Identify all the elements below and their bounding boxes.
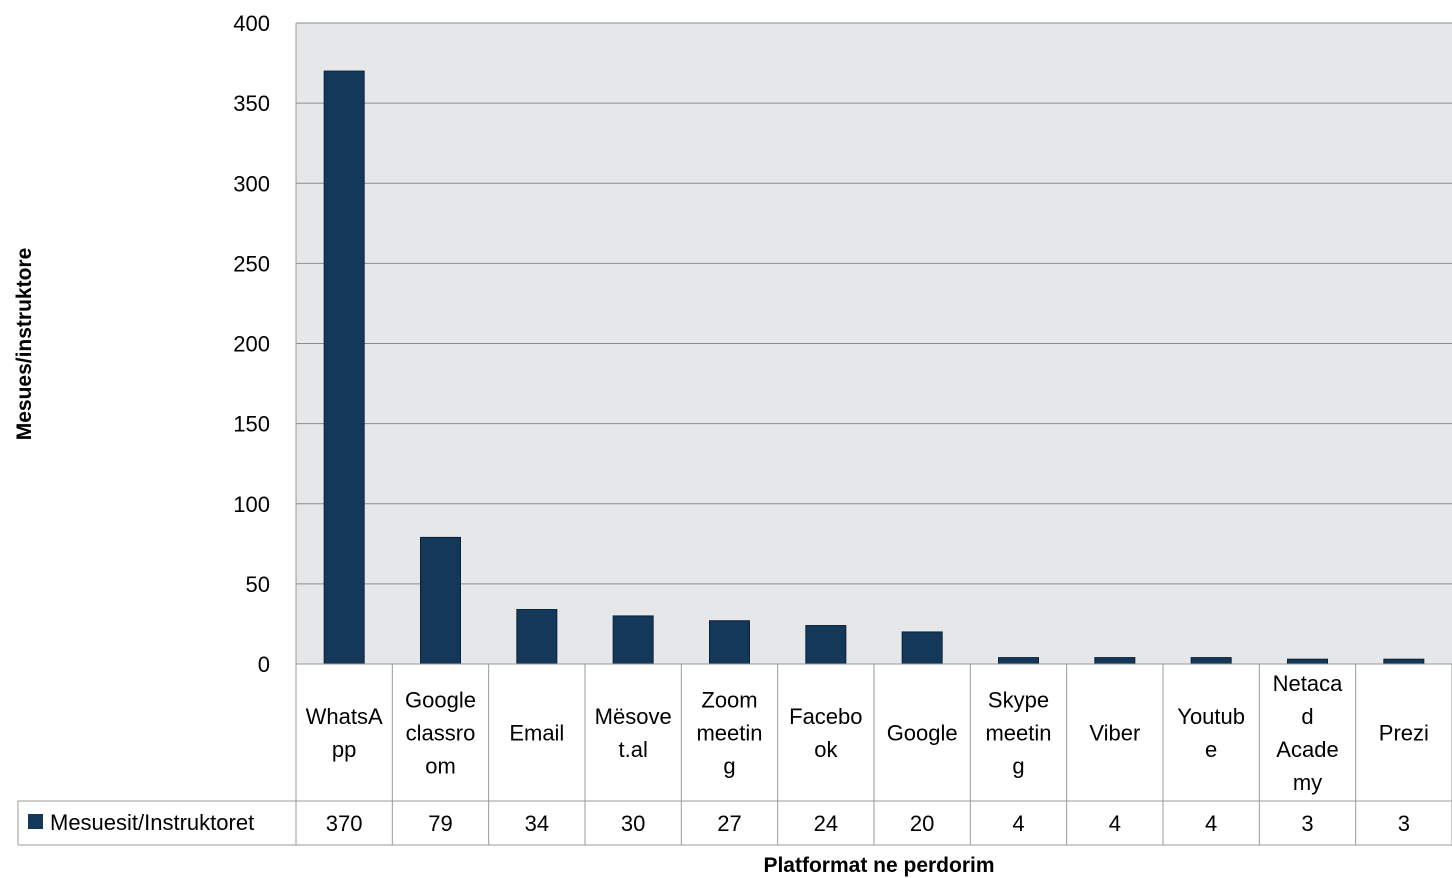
y-axis-ticks: 0 50 100 150 200 250 300 350 400 xyxy=(233,11,270,677)
x-category-label: Netaca d Acade my xyxy=(1273,671,1343,795)
x-category-label-line: Viber xyxy=(1089,721,1140,746)
y-axis-title: Mesues/instruktore xyxy=(13,248,36,441)
x-category-label-line: classro xyxy=(406,721,476,746)
bar xyxy=(1287,658,1328,665)
data-label: 4 xyxy=(1012,811,1024,836)
x-category-label: Email xyxy=(509,721,564,746)
x-category-label-line: meetin xyxy=(985,721,1051,746)
x-category-label-line: my xyxy=(1293,770,1322,795)
x-category-label-line: g xyxy=(723,754,735,779)
y-tick-label: 250 xyxy=(233,251,270,276)
x-category-label: Skype meetin g xyxy=(985,688,1051,779)
x-category-label: Mësove t.al xyxy=(595,704,672,762)
x-category-label-line: d xyxy=(1301,704,1313,729)
x-category-label-line: e xyxy=(1205,737,1217,762)
x-category-label-line: g xyxy=(1012,754,1024,779)
bar xyxy=(1383,658,1425,665)
data-label: 4 xyxy=(1109,811,1121,836)
data-label: 27 xyxy=(717,811,741,836)
x-category-label: Google classro om xyxy=(405,688,476,779)
legend-swatch xyxy=(28,814,43,829)
x-category-label-line: t.al xyxy=(618,737,647,762)
y-tick-label: 300 xyxy=(233,171,270,196)
data-label: 4 xyxy=(1205,811,1217,836)
x-category-label-line: Acade xyxy=(1276,737,1338,762)
data-label: 34 xyxy=(525,811,549,836)
x-category-label: Viber xyxy=(1089,721,1140,746)
x-category-label: Prezi xyxy=(1379,721,1429,746)
bar xyxy=(998,657,1039,665)
bar xyxy=(612,615,654,665)
x-category-label: Google xyxy=(887,721,958,746)
x-category-label-line: WhatsA xyxy=(306,704,383,729)
x-category-label-line: Google xyxy=(405,688,476,713)
bar xyxy=(420,536,461,665)
x-category-label: WhatsA pp xyxy=(306,704,383,762)
x-category-label-line: Email xyxy=(509,721,564,746)
data-table: WhatsA pp Google classro om Email Mësove t.al Zo… xyxy=(17,23,1452,846)
x-category-label-line: Skype xyxy=(988,688,1049,713)
bars xyxy=(323,70,1425,665)
data-label: 370 xyxy=(326,811,363,836)
data-label: 24 xyxy=(814,811,838,836)
x-category-label-line: Prezi xyxy=(1379,721,1429,746)
data-label: 79 xyxy=(428,811,452,836)
bar xyxy=(1190,657,1232,665)
x-category-label-line: Zoom xyxy=(701,688,757,713)
y-tick-label: 0 xyxy=(258,652,270,677)
y-tick-label: 400 xyxy=(233,11,270,36)
x-category-label-line: Google xyxy=(887,721,958,746)
x-category-label: Youtub e xyxy=(1177,704,1245,762)
bar xyxy=(901,631,943,665)
x-category-label-line: Mësove xyxy=(595,704,672,729)
x-category-label-line: Netaca xyxy=(1273,671,1343,696)
x-category-label-line: Youtub xyxy=(1177,704,1245,729)
x-category-label-line: Facebo xyxy=(789,704,862,729)
y-tick-label: 100 xyxy=(233,492,270,517)
x-category-label-line: meetin xyxy=(696,721,762,746)
x-category-label: Zoom meetin g xyxy=(696,688,762,779)
y-tick-label: 150 xyxy=(233,412,270,437)
x-category-label-line: om xyxy=(425,754,456,779)
legend-series-name: Mesuesit/Instruktoret xyxy=(50,810,254,835)
x-category-label-line: ok xyxy=(814,737,838,762)
data-label: 20 xyxy=(910,811,934,836)
data-label: 30 xyxy=(621,811,645,836)
y-tick-label: 50 xyxy=(246,572,270,597)
x-category-label-line: pp xyxy=(332,737,356,762)
bar xyxy=(709,620,750,665)
y-tick-label: 350 xyxy=(233,91,270,116)
bar xyxy=(323,70,365,665)
bar xyxy=(1094,657,1136,665)
y-tick-label: 200 xyxy=(233,332,270,357)
data-label: 3 xyxy=(1398,811,1410,836)
x-category-label: Facebo ok xyxy=(789,704,862,762)
data-label: 3 xyxy=(1301,811,1313,836)
bar xyxy=(805,625,847,665)
bar xyxy=(516,609,558,665)
x-axis-title: Platformat ne perdorim xyxy=(763,854,994,877)
